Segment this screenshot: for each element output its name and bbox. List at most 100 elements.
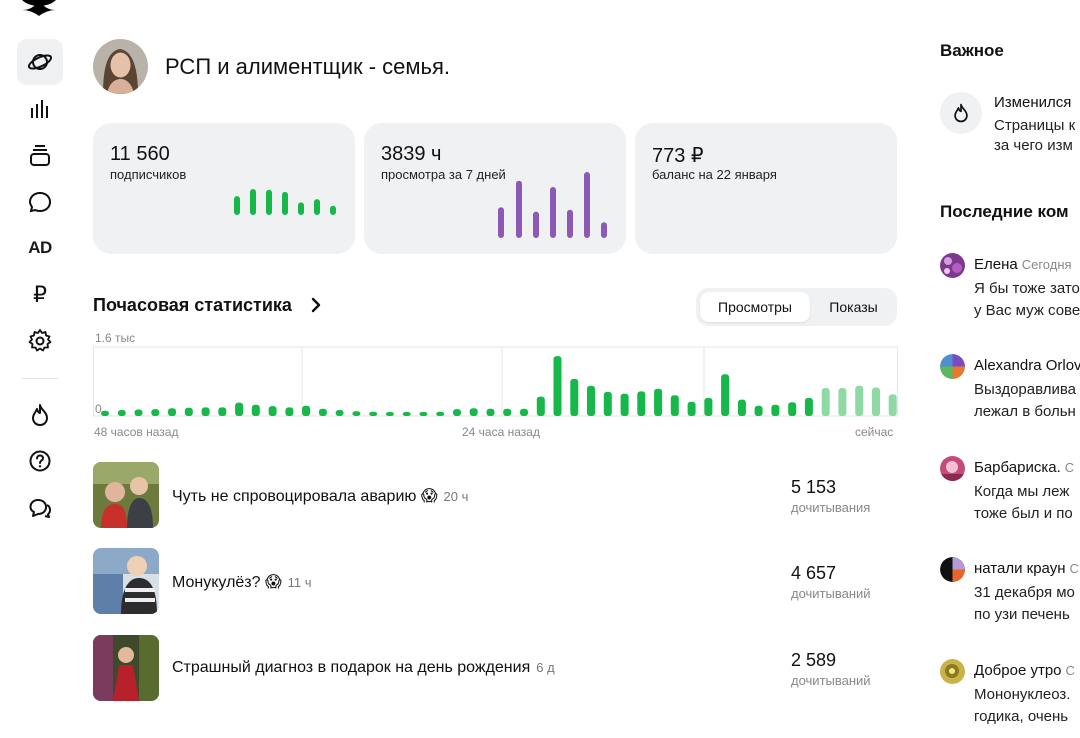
chart-bar[interactable] bbox=[201, 407, 210, 416]
chart-bar[interactable] bbox=[385, 412, 394, 416]
chart-bar[interactable] bbox=[536, 396, 545, 416]
chart-bar[interactable] bbox=[453, 409, 461, 416]
chart-bar[interactable] bbox=[101, 410, 109, 416]
views-label: просмотра за 7 дней bbox=[381, 167, 506, 182]
nav-comments[interactable] bbox=[17, 179, 63, 225]
chart-bar[interactable] bbox=[888, 394, 897, 416]
chart-bar[interactable] bbox=[520, 408, 528, 416]
comment-text: Выздоравлива лежал в больн bbox=[974, 381, 1077, 420]
views-card[interactable]: 3839 ч просмотра за 7 дней bbox=[364, 123, 626, 254]
chart-bar[interactable] bbox=[553, 356, 562, 416]
article-reads-label: дочитываний bbox=[791, 673, 871, 688]
brand-logo-icon[interactable] bbox=[22, 0, 56, 16]
hourly-stats-title[interactable]: Почасовая статистика bbox=[93, 295, 292, 315]
chart-bar[interactable] bbox=[352, 411, 361, 416]
chart-bar[interactable] bbox=[620, 393, 629, 416]
chart-bar[interactable] bbox=[402, 412, 411, 416]
comment-text: Мононуклеоз. годика, очень bbox=[974, 686, 1071, 725]
nav-statistics[interactable] bbox=[17, 86, 63, 132]
chart-bar[interactable] bbox=[168, 408, 176, 416]
comment-item[interactable]: Доброе утро С Мононуклеоз. годика, очень bbox=[940, 659, 1080, 738]
sparkline-bar bbox=[282, 191, 288, 215]
chart-bar[interactable] bbox=[134, 409, 143, 417]
chevron-right-icon[interactable] bbox=[309, 296, 323, 314]
chart-bar[interactable] bbox=[637, 391, 646, 416]
chart-bar[interactable] bbox=[268, 406, 277, 416]
hourly-chart: 0 bbox=[93, 346, 898, 417]
chart-bar[interactable] bbox=[855, 385, 864, 416]
subscribers-count: 11 560 bbox=[110, 143, 170, 165]
chart-bar[interactable] bbox=[670, 395, 679, 416]
nav-publications[interactable] bbox=[17, 133, 63, 179]
chart-bar[interactable] bbox=[587, 385, 595, 416]
chart-bar[interactable] bbox=[335, 410, 344, 416]
y-tick-zero: 0 bbox=[95, 402, 102, 416]
chart-bar[interactable] bbox=[654, 388, 663, 416]
comment-item[interactable]: Alexandra Orlov Выздоравлива лежал в боль… bbox=[940, 354, 1080, 434]
chart-bar[interactable] bbox=[486, 408, 495, 416]
chart-bar[interactable] bbox=[872, 387, 880, 417]
chart-bar[interactable] bbox=[117, 410, 126, 416]
chart-bar[interactable] bbox=[369, 411, 378, 416]
sparkline-bar bbox=[533, 211, 539, 238]
chart-bar[interactable] bbox=[436, 411, 445, 416]
nav-studio[interactable] bbox=[17, 39, 63, 85]
help-icon bbox=[29, 450, 51, 472]
article-row[interactable]: Монукулёз? 😱 11 ч 4 657 дочитываний bbox=[93, 548, 898, 614]
sparkline-bar bbox=[567, 209, 573, 238]
comment-item[interactable]: Елена Сегодня Я бы тоже зато у Вас муж сов… bbox=[940, 253, 1080, 333]
channel-title[interactable]: РСП и алиментщик - семья. bbox=[165, 54, 451, 79]
chart-bar[interactable] bbox=[687, 401, 696, 416]
chart-bar[interactable] bbox=[821, 388, 830, 416]
tab-views[interactable]: Просмотры bbox=[700, 292, 810, 322]
chart-bar[interactable] bbox=[302, 405, 311, 416]
chart-bar[interactable] bbox=[754, 405, 763, 416]
chart-bar[interactable] bbox=[318, 408, 327, 416]
avatar bbox=[940, 659, 965, 684]
comments-title[interactable]: Последние ком bbox=[940, 202, 1069, 221]
notice-heading[interactable]: Изменился bbox=[994, 94, 1072, 111]
gear-icon bbox=[28, 329, 52, 352]
stats-icon bbox=[31, 100, 48, 118]
chart-bar[interactable] bbox=[721, 374, 730, 416]
sparkline-bar bbox=[498, 207, 504, 238]
chart-bar[interactable] bbox=[737, 399, 746, 416]
chart-bar[interactable] bbox=[218, 407, 227, 416]
nav-settings[interactable] bbox=[17, 318, 63, 364]
chart-bar[interactable] bbox=[235, 402, 244, 416]
article-row[interactable]: Чуть не спровоцировала аварию 😱 20 ч 5 15… bbox=[93, 462, 898, 528]
article-row[interactable]: Страшный диагноз в подарок на день рожде… bbox=[93, 635, 898, 701]
tab-impressions[interactable]: Показы bbox=[829, 299, 878, 315]
chart-bar[interactable] bbox=[570, 378, 579, 416]
nav-advertising[interactable]: AD bbox=[17, 225, 63, 271]
y-tick-top: 1.6 тыс bbox=[95, 331, 136, 345]
subscribers-card[interactable]: 11 560 подписчиков bbox=[93, 123, 355, 254]
chart-bar[interactable] bbox=[251, 404, 260, 416]
chart-bar[interactable] bbox=[771, 404, 780, 416]
channel-avatar[interactable] bbox=[93, 39, 148, 94]
chart-bar[interactable] bbox=[788, 402, 797, 416]
chart-bar[interactable] bbox=[804, 397, 813, 416]
notice-fire-icon bbox=[940, 92, 982, 134]
subscribers-label: подписчиков bbox=[110, 167, 187, 182]
chart-bar[interactable] bbox=[603, 391, 612, 416]
nav-help[interactable] bbox=[17, 438, 63, 484]
chart-bar[interactable] bbox=[704, 397, 713, 416]
nav-monetization[interactable]: ₽ bbox=[17, 272, 63, 318]
chart-bar[interactable] bbox=[285, 407, 294, 416]
comment-author: Барбариска. С bbox=[974, 459, 1075, 476]
chart-bar[interactable] bbox=[838, 388, 847, 416]
chart-bar[interactable] bbox=[469, 408, 478, 416]
comment-item[interactable]: Барбариска. С Когда мы леж тоже был и по bbox=[940, 456, 1080, 536]
chat-icon bbox=[28, 191, 52, 213]
chart-bar[interactable] bbox=[151, 409, 160, 416]
article-reads-count: 2 589 bbox=[791, 650, 837, 670]
chart-bar[interactable] bbox=[503, 408, 512, 416]
balance-card[interactable]: 773 ₽ баланс на 22 января bbox=[635, 123, 897, 254]
article-age: 20 ч bbox=[443, 489, 469, 504]
chart-bar[interactable] bbox=[419, 412, 428, 416]
nav-trends[interactable] bbox=[17, 392, 63, 438]
comment-item[interactable]: натали краун С 31 декабря мо по узи печень bbox=[940, 557, 1080, 637]
nav-support[interactable] bbox=[17, 485, 63, 531]
chart-bar[interactable] bbox=[184, 407, 193, 416]
